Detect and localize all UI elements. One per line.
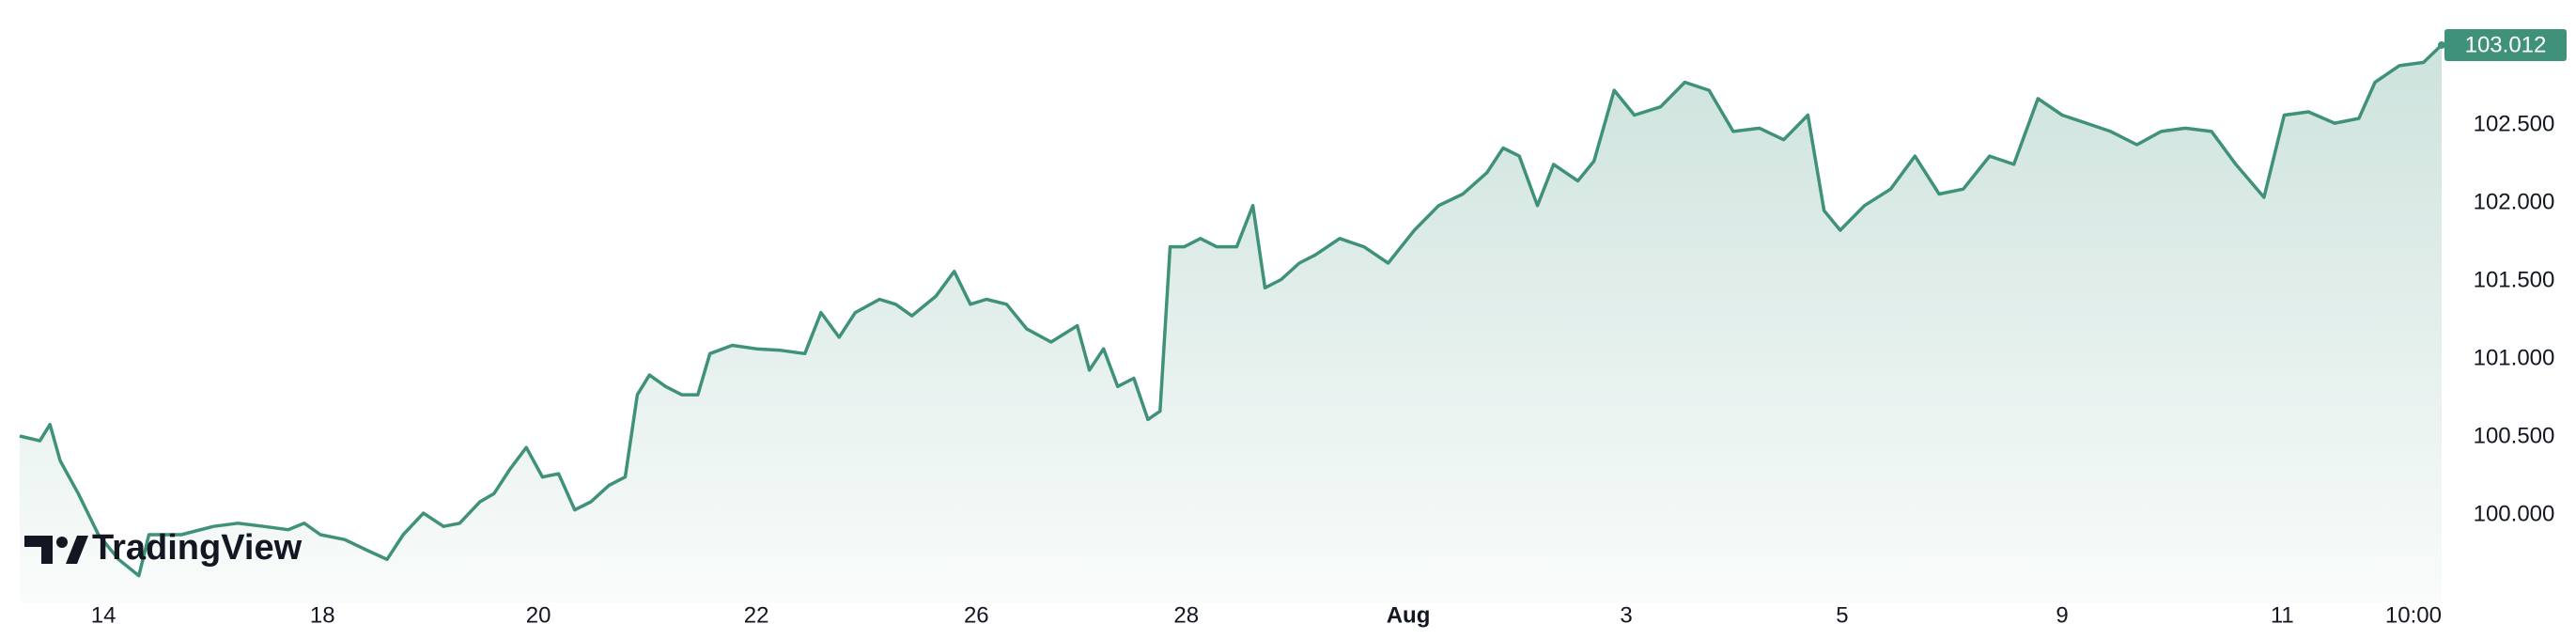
y-tick-label: 102.500 <box>2474 111 2555 136</box>
plot-area <box>19 43 2444 602</box>
y-tick-label: 101.500 <box>2474 267 2555 292</box>
x-tick-label: 10:00 <box>2385 602 2442 628</box>
logo-text: TradingView <box>92 528 303 568</box>
x-tick-label: 18 <box>310 602 335 628</box>
price-tag <box>2444 28 2567 61</box>
y-tick-label: 102.000 <box>2474 189 2555 214</box>
price-tag-label: 103.012 <box>2465 32 2547 57</box>
y-tick-label: 100.500 <box>2474 423 2555 448</box>
x-tick-label: 9 <box>2056 602 2068 628</box>
logo-icon <box>66 536 88 564</box>
x-tick-label: 3 <box>1620 602 1632 628</box>
logo-icon <box>56 537 68 548</box>
area-fill <box>20 44 2442 602</box>
logo-icon <box>24 536 53 564</box>
y-tick-label: 101.000 <box>2474 345 2555 370</box>
logo: TradingView <box>24 528 303 568</box>
x-tick-label: 28 <box>1173 602 1199 628</box>
x-tick-label: 5 <box>1836 602 1848 628</box>
x-tick-label: 20 <box>526 602 551 628</box>
price-line <box>19 43 2444 578</box>
x-tick-label: 11 <box>2271 602 2294 628</box>
x-tick-label: 26 <box>964 602 989 628</box>
x-tick-label: Aug <box>1387 602 1431 628</box>
y-tick-label: 100.000 <box>2474 501 2555 526</box>
last-point <box>2438 40 2445 49</box>
x-tick-label: 14 <box>91 602 116 628</box>
x-tick-label: 22 <box>744 602 769 628</box>
